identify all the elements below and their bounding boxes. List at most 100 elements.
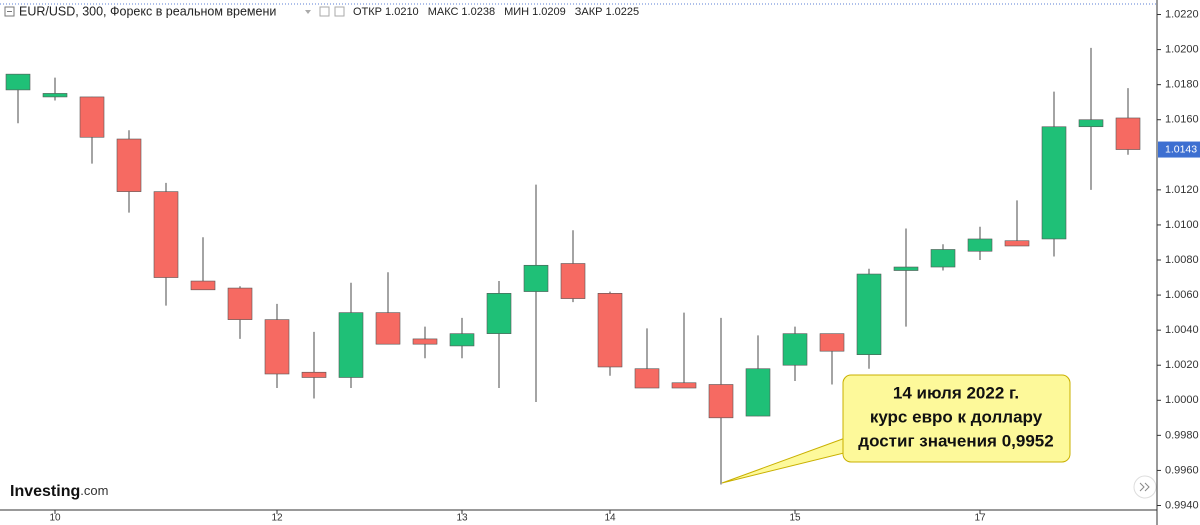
callout-box — [842, 374, 1071, 463]
x-tick-label: 13 — [456, 513, 468, 524]
candle-body — [5, 73, 31, 91]
y-tick-label: 1.0060 — [1165, 289, 1199, 301]
candle-body — [42, 93, 68, 98]
candle-body — [1078, 119, 1104, 128]
candle-body — [449, 333, 475, 347]
y-tick-label: 1.0180 — [1165, 79, 1199, 91]
icon[interactable] — [334, 6, 345, 17]
ohlc-value: 1.0225 — [605, 6, 639, 18]
candle — [819, 333, 845, 385]
candle — [42, 77, 68, 101]
candle-body — [1041, 126, 1067, 240]
candle — [893, 228, 919, 327]
collapse-icon[interactable] — [4, 6, 15, 17]
y-tick-label: 1.0120 — [1165, 184, 1199, 196]
candle — [338, 282, 364, 389]
candle-body — [671, 382, 697, 389]
x-tick-label: 10 — [49, 513, 61, 524]
candle — [1004, 200, 1030, 247]
candle-body — [1004, 240, 1030, 247]
callout-line: курс евро к доллару — [870, 407, 1043, 426]
candle — [967, 226, 993, 261]
logo-brand: Investing — [10, 483, 80, 500]
y-tick-label: 0.9960 — [1165, 464, 1199, 476]
y-tick-label: 1.0160 — [1165, 114, 1199, 126]
candle — [449, 317, 475, 359]
candle — [116, 130, 142, 213]
candle-body — [264, 319, 290, 375]
ohlc-value: 1.0210 — [385, 6, 419, 18]
candle-body — [1115, 117, 1141, 150]
last-price-label: 1.0143 — [1165, 143, 1197, 155]
ohlc-label: МАКС — [428, 6, 459, 18]
y-tick-label: 1.0220 — [1165, 8, 1199, 20]
candle — [1041, 91, 1067, 257]
dropdown-arrow[interactable] — [305, 10, 311, 14]
candle — [375, 272, 401, 345]
ohlc-value: 1.0209 — [532, 6, 566, 18]
candle-body — [301, 371, 327, 378]
candle-body — [893, 266, 919, 271]
ohlc-label: ЗАКР — [575, 6, 603, 18]
candle-body — [523, 264, 549, 292]
icon[interactable] — [319, 6, 330, 17]
y-tick-label: 1.0040 — [1165, 324, 1199, 336]
candle-body — [153, 191, 179, 278]
candle — [1078, 47, 1104, 190]
candle — [301, 331, 327, 399]
callout-line: 14 июля 2022 г. — [893, 383, 1019, 402]
candle-body — [708, 384, 734, 419]
plot — [5, 47, 1141, 485]
candle — [745, 335, 771, 417]
y-tick-label: 1.0100 — [1165, 219, 1199, 231]
logo: Investing.com — [10, 483, 108, 500]
candle-body — [338, 312, 364, 378]
candle — [671, 312, 697, 389]
candle-body — [227, 287, 253, 320]
candle — [1115, 88, 1141, 155]
candle — [153, 182, 179, 306]
candle-body — [819, 333, 845, 352]
candle — [79, 96, 105, 164]
candle — [560, 230, 586, 303]
candle — [708, 317, 734, 485]
candle-body — [486, 293, 512, 334]
candle — [486, 281, 512, 389]
candle-body — [116, 138, 142, 192]
ohlc-text: ОТКР 1.0210 МАКС 1.0238 МИН 1.0209 ЗАКР 1.0225 — [353, 6, 639, 18]
candle-body — [597, 293, 623, 368]
candle-body — [634, 368, 660, 389]
ohlc-legend: ОТКР 1.0210 МАКС 1.0238 МИН 1.0209 ЗАКР 1.0225 — [353, 6, 639, 18]
x-tick-label: 15 — [789, 513, 801, 524]
candle-body — [856, 273, 882, 355]
logo-suffix: .com — [80, 483, 108, 498]
symbol-title: EUR/USD, 300, Форекс в реальном времени — [19, 4, 276, 18]
ohlc-label: МИН — [504, 6, 529, 18]
y-tick-label: 0.9940 — [1165, 499, 1199, 511]
candle-body — [375, 312, 401, 345]
scroll-button[interactable] — [1133, 475, 1157, 499]
y-tick-label: 0.9980 — [1165, 429, 1199, 441]
candle — [412, 326, 438, 359]
ohlc-value: 1.0238 — [461, 6, 495, 18]
y-tick-label: 1.0200 — [1165, 43, 1199, 55]
candle — [782, 326, 808, 381]
candle-body — [967, 238, 993, 252]
y-tick-label: 1.0080 — [1165, 254, 1199, 266]
candle-body — [782, 333, 808, 366]
scroll-icon — [1139, 482, 1150, 492]
candle-body — [190, 280, 216, 291]
candle — [597, 291, 623, 376]
candle — [523, 184, 549, 403]
x-tick-label: 14 — [604, 513, 616, 524]
x-tick-label: 17 — [974, 513, 986, 524]
ohlc-label: ОТКР — [353, 6, 382, 18]
candle-body — [560, 263, 586, 299]
candle — [856, 268, 882, 369]
candle-body — [412, 338, 438, 345]
callout-pointer — [721, 436, 849, 484]
candle-body — [79, 96, 105, 138]
y-tick-label: 1.0000 — [1165, 394, 1199, 406]
last-price-box — [1158, 141, 1200, 158]
